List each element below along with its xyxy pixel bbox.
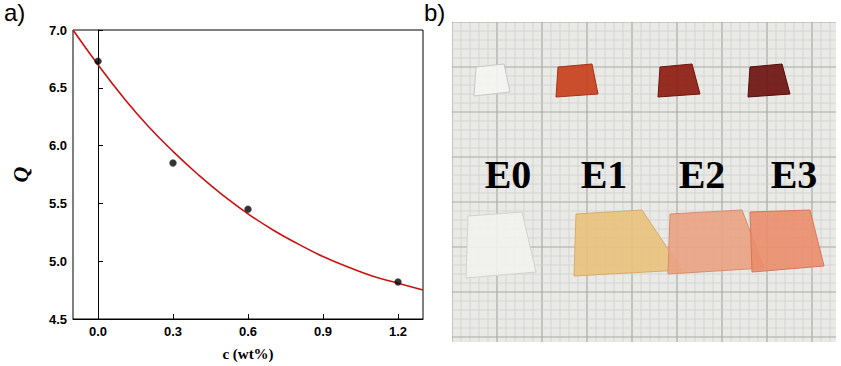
- svg-text:5.5: 5.5: [49, 196, 67, 211]
- html-text:b): b): [424, 0, 446, 26]
- svg-text:5.0: 5.0: [49, 254, 67, 269]
- svg-text:7.0: 7.0: [49, 23, 67, 38]
- svg-text:E3: E3: [771, 152, 818, 197]
- svg-text:E2: E2: [679, 152, 726, 197]
- svg-text:6.0: 6.0: [49, 138, 67, 153]
- svg-text:0.3: 0.3: [164, 324, 182, 339]
- svg-text:6.5: 6.5: [49, 80, 67, 95]
- svg-text:E1: E1: [581, 152, 628, 197]
- svg-text:0.0: 0.0: [89, 324, 107, 339]
- svg-text:Q: Q: [8, 166, 33, 182]
- svg-text:0.9: 0.9: [314, 324, 332, 339]
- html-text:a): a): [4, 0, 26, 26]
- svg-text:1.2: 1.2: [389, 324, 407, 339]
- svg-text:E0: E0: [485, 152, 532, 197]
- svg-text:0.6: 0.6: [239, 324, 257, 339]
- svg-text:4.5: 4.5: [49, 312, 67, 327]
- svg-text:c (wt%): c (wt%): [222, 346, 273, 363]
